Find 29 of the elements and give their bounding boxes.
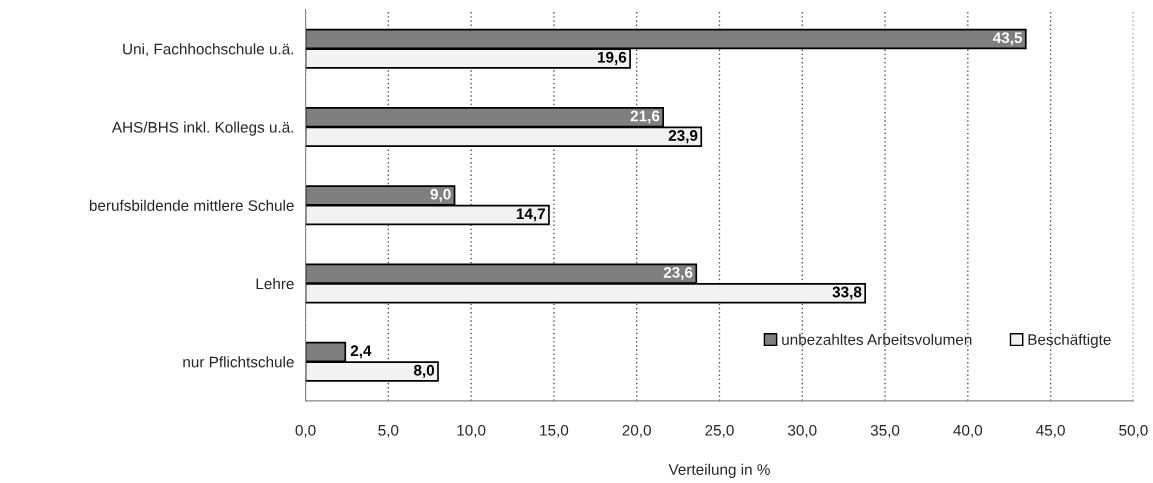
data-label: 33,8 (832, 286, 862, 300)
legend-label: unbezahltes Arbeitsvolumen (782, 333, 972, 345)
y-tick-label: Lehre (256, 277, 294, 290)
data-label: 14,7 (516, 208, 545, 222)
y-tick-label: nur Pflichtschule (183, 356, 294, 368)
data-label: 9,0 (430, 188, 451, 202)
x-tick-label: 15,0 (540, 424, 569, 438)
x-axis-title: Verteilung in % (668, 463, 770, 478)
y-tick-label: AHS/BHS inkl. Kollegs u.ä. (111, 121, 294, 136)
x-tick-label: 35,0 (870, 424, 900, 438)
data-label: 19,6 (597, 51, 627, 65)
x-tick-label: 20,0 (622, 424, 651, 438)
x-tick-label: 10,0 (457, 424, 486, 438)
x-tick-label: 50,0 (1119, 424, 1148, 438)
data-label: 21,6 (630, 110, 660, 124)
x-tick-label: 5,0 (378, 424, 399, 438)
y-tick-label: Uni, Fachhochschule u.ä. (123, 43, 294, 57)
data-label: 2,4 (350, 345, 372, 359)
data-label: 8,0 (413, 364, 435, 378)
data-label: 23,6 (663, 267, 693, 281)
data-label: 23,9 (668, 130, 698, 144)
y-tick-label: berufsbildende mittlere Schule (89, 199, 294, 211)
x-tick-label: 30,0 (787, 424, 817, 438)
legend-label: Beschäftigte (1028, 333, 1111, 349)
x-tick-label: 40,0 (953, 424, 983, 438)
x-tick-label: 0,0 (295, 424, 316, 438)
x-tick-label: 45,0 (1036, 424, 1065, 438)
x-tick-label: 25,0 (705, 424, 734, 438)
data-label: 43,5 (992, 32, 1023, 46)
